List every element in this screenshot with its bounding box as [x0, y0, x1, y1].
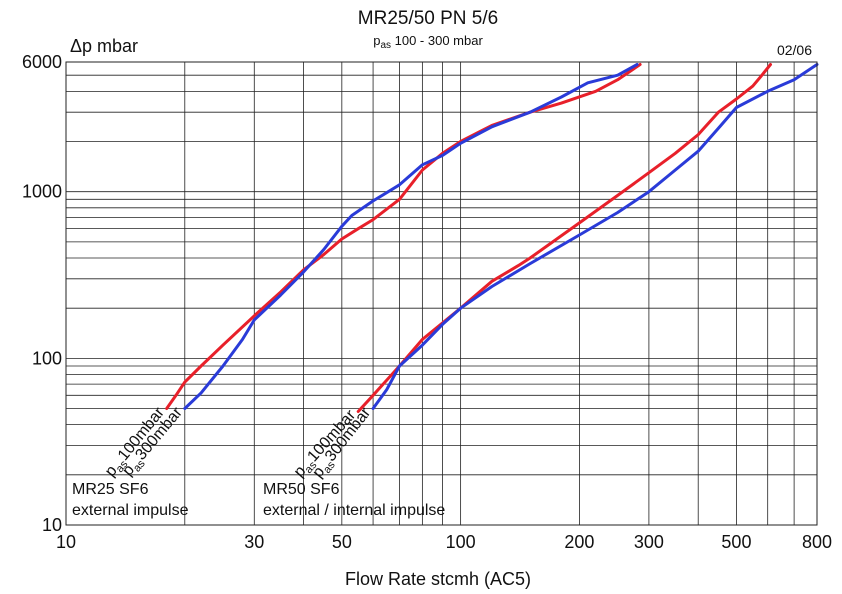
plot-frame: [65, 61, 818, 526]
x-tick-label: 500: [721, 532, 751, 552]
annotation-mr25-line1: MR25 SF6: [72, 481, 149, 498]
series-group: [165, 63, 819, 413]
annotation-mr50-line1: MR50 SF6: [263, 481, 340, 498]
x-tick-label: 30: [244, 532, 264, 552]
grid: [66, 62, 817, 525]
annotation-mr50-line2: external / internal impulse: [263, 502, 445, 519]
chart-subtitle: pas 100 - 300 mbar: [373, 33, 483, 51]
x-tick-label: 800: [802, 532, 832, 552]
tick-labels: 10 30 50 100 200 300 500 800 10 100 1000 6000: [22, 52, 832, 552]
y-axis-label: Δp mbar: [70, 36, 138, 56]
x-tick-label: 50: [332, 532, 352, 552]
x-tick-label: 200: [564, 532, 594, 552]
subtitle-prefix: p: [373, 33, 380, 48]
subtitle-sub: as: [380, 40, 391, 51]
y-tick-label: 1000: [22, 182, 62, 202]
y-tick-label: 6000: [22, 52, 62, 72]
x-tick-label: 10: [56, 532, 76, 552]
series-mr25-300mbar: [183, 63, 639, 410]
x-tick-label: 300: [634, 532, 664, 552]
subtitle-rest: 100 - 300 mbar: [391, 33, 483, 48]
series-mr50-300mbar: [371, 63, 819, 410]
annotation-mr25-line2: external impulse: [72, 502, 189, 519]
chart-title: MR25/50 PN 5/6: [358, 8, 498, 29]
x-axis-label: Flow Rate stcmh (AC5): [345, 569, 531, 589]
series-mr25-100mbar: [165, 63, 642, 410]
corner-note: 02/06: [777, 42, 812, 58]
y-tick-label: 100: [32, 348, 62, 368]
series-mr50-100mbar: [356, 63, 772, 413]
x-tick-label: 100: [446, 532, 476, 552]
y-tick-label: 10: [42, 515, 62, 535]
